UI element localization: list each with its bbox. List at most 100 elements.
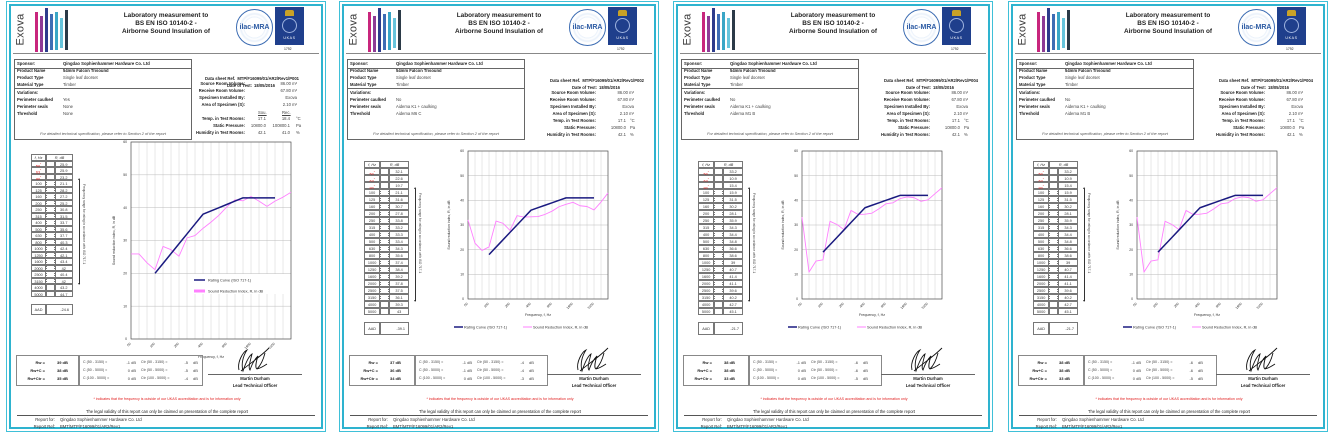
freq-cell: 1600 (364, 273, 381, 280)
r-value-cell: 31.5 (54, 212, 73, 219)
logo-bar (732, 10, 735, 50)
arrow-up-icon: ▲ (1082, 186, 1086, 190)
blank-cell (46, 238, 55, 245)
ctr-unit: dB (1198, 376, 1203, 381)
label-installed-by: Specimen Installed By: (884, 104, 930, 109)
y-tick-label: 50 (794, 174, 798, 178)
label-area: Area of Specimen (S): (886, 111, 930, 116)
freq-value: 1000 (367, 261, 377, 265)
freq-value: 800 (368, 254, 376, 258)
ukas-accreditation-note: * indicates that the frequency is outsid… (1095, 397, 1243, 401)
blank-cell (46, 251, 55, 258)
freq-value: 500 (368, 240, 376, 244)
r-value-cell: 41.4 (1058, 273, 1078, 280)
freq-value: 50 (369, 172, 374, 177)
freq-cell: 630 (698, 245, 715, 252)
value-source-room-volume: 86.00 m³ (1286, 90, 1303, 95)
value-report-ref: BMT/MTP/F16099/01/AR2/Rev1 (1062, 424, 1123, 429)
r-value-cell: 43.4 (54, 258, 73, 265)
freq-value: 630 (1037, 247, 1045, 251)
r-value-cell: 22.6 (389, 175, 409, 182)
x-tick-label: 400 (525, 302, 532, 309)
outside-accreditation-mark: * (40, 175, 42, 179)
label-installed-by: Specimen Installed By: (1219, 104, 1265, 109)
date-of-test-value: 18/05/2016 (933, 85, 954, 90)
report-title-line: Airborne Sound Insulation of (1123, 28, 1213, 35)
legal-validity-note: The legal validity of this report can on… (418, 409, 582, 414)
single-number-ratings: Rw = 39 dB Rw+C = 38 dB Rw+Ctr = 35 dB (16, 355, 79, 386)
c-label: C (100 - 5000) = (1088, 376, 1115, 380)
signature-line (1216, 374, 1310, 375)
freq-cell: 400 (1033, 231, 1050, 238)
blank-cell (380, 273, 390, 280)
freq-cell: 100 (1033, 189, 1050, 196)
freq-value: 1250 (34, 253, 43, 258)
freq-value: 63 (35, 170, 41, 175)
ukas-ring-icon (615, 18, 630, 33)
outside-accreditation-mark: * (1042, 171, 1044, 174)
blank-cell (714, 231, 724, 238)
freq-cell: 125 (1033, 196, 1050, 203)
info-divider (682, 88, 858, 89)
blank-cell (714, 294, 724, 301)
legal-validity-note: The legal validity of this report can on… (752, 409, 916, 414)
logo-bar (1042, 16, 1045, 52)
info-label-perimeter-seals: Perimeter seals (1019, 104, 1050, 109)
freq-cell: 3150 (31, 277, 47, 284)
blank-cell (1049, 273, 1059, 280)
r-value-cell: 35.6 (389, 252, 409, 259)
ctr-value: -4 (184, 376, 188, 381)
ctr-value: -5 (854, 376, 858, 381)
freq-cell: 800 (698, 252, 715, 259)
x-tick-label: 1600 (1235, 302, 1243, 310)
label-report-ref: Report Ref: (366, 424, 388, 429)
freq-cell: 315 (31, 212, 47, 219)
ctr-unit: dB (1198, 368, 1203, 373)
label-installed-by: Specimen Installed By: (199, 95, 245, 100)
rating-range-arrow (749, 189, 750, 301)
data-sheet-ref: Data sheet Ref. MTP/F16099/01/AR2/Rev1/P0… (884, 70, 978, 86)
x-tick-label: 50 (126, 342, 132, 348)
blank-cell (46, 167, 55, 174)
date-of-test-label: Date of Test: (571, 85, 598, 90)
spec-note: For detailed technical specification, pl… (1042, 131, 1168, 136)
blank-cell (714, 168, 724, 175)
aad-value: -24.6 (46, 303, 73, 316)
ctr-value: -5 (1189, 376, 1193, 381)
c-label: C (100 - 5000) = (753, 376, 780, 380)
data-sheet-ref-label: Data sheet Ref. (1219, 78, 1250, 83)
y-tick-label: 50 (460, 174, 464, 178)
c-label: C (50 - 5000) = (753, 368, 778, 372)
rating-curve-line (488, 197, 594, 256)
ctr-value: -6 (854, 368, 858, 373)
unit-static-pressure: Pa (964, 125, 970, 130)
freq-header: f, Hz (364, 161, 381, 168)
report-title: Laboratory measurement to BS EN ISO 10140… (1098, 12, 1238, 37)
ctr-label: Ctr (100 - 5000) = (1146, 376, 1175, 380)
date-of-test-label: Date of Test: (226, 83, 253, 88)
info-label-perimeter-seals: Perimeter seals (684, 104, 715, 109)
freq-value: 1000 (34, 247, 43, 251)
rating-range-arrow (1084, 189, 1085, 301)
info-label-material-type: Material Type (1019, 82, 1046, 87)
blank-cell (380, 252, 390, 259)
r-value-cell: 37.4 (389, 259, 409, 266)
c-value: 0 dB (797, 376, 806, 381)
c-value: 0 dB (797, 368, 806, 373)
y-tick-label: 20 (123, 272, 127, 276)
signatory-title: Lead Technical Officer (571, 383, 617, 388)
rating-range-note: Frequency range for rating in accordance… (82, 184, 86, 265)
data-sheet-ref-value: MTP/F16099/01/AR2/Rev1/P004 (916, 78, 978, 83)
freq-value: 250 (35, 208, 42, 212)
r-value-cell: 34.8 (1058, 238, 1078, 245)
freq-cell: 1000 (1033, 259, 1050, 266)
blank-cell (380, 294, 390, 301)
blank-cell (1049, 203, 1059, 210)
info-value-product-type: Single leaf doorset (396, 75, 431, 80)
blank-cell (1049, 182, 1059, 189)
freq-value: 2500 (1036, 289, 1046, 293)
blank-cell (46, 212, 55, 219)
y-tick-label: 40 (123, 206, 127, 210)
info-divider (1017, 88, 1193, 89)
info-label-variations: Variations: (350, 90, 372, 95)
